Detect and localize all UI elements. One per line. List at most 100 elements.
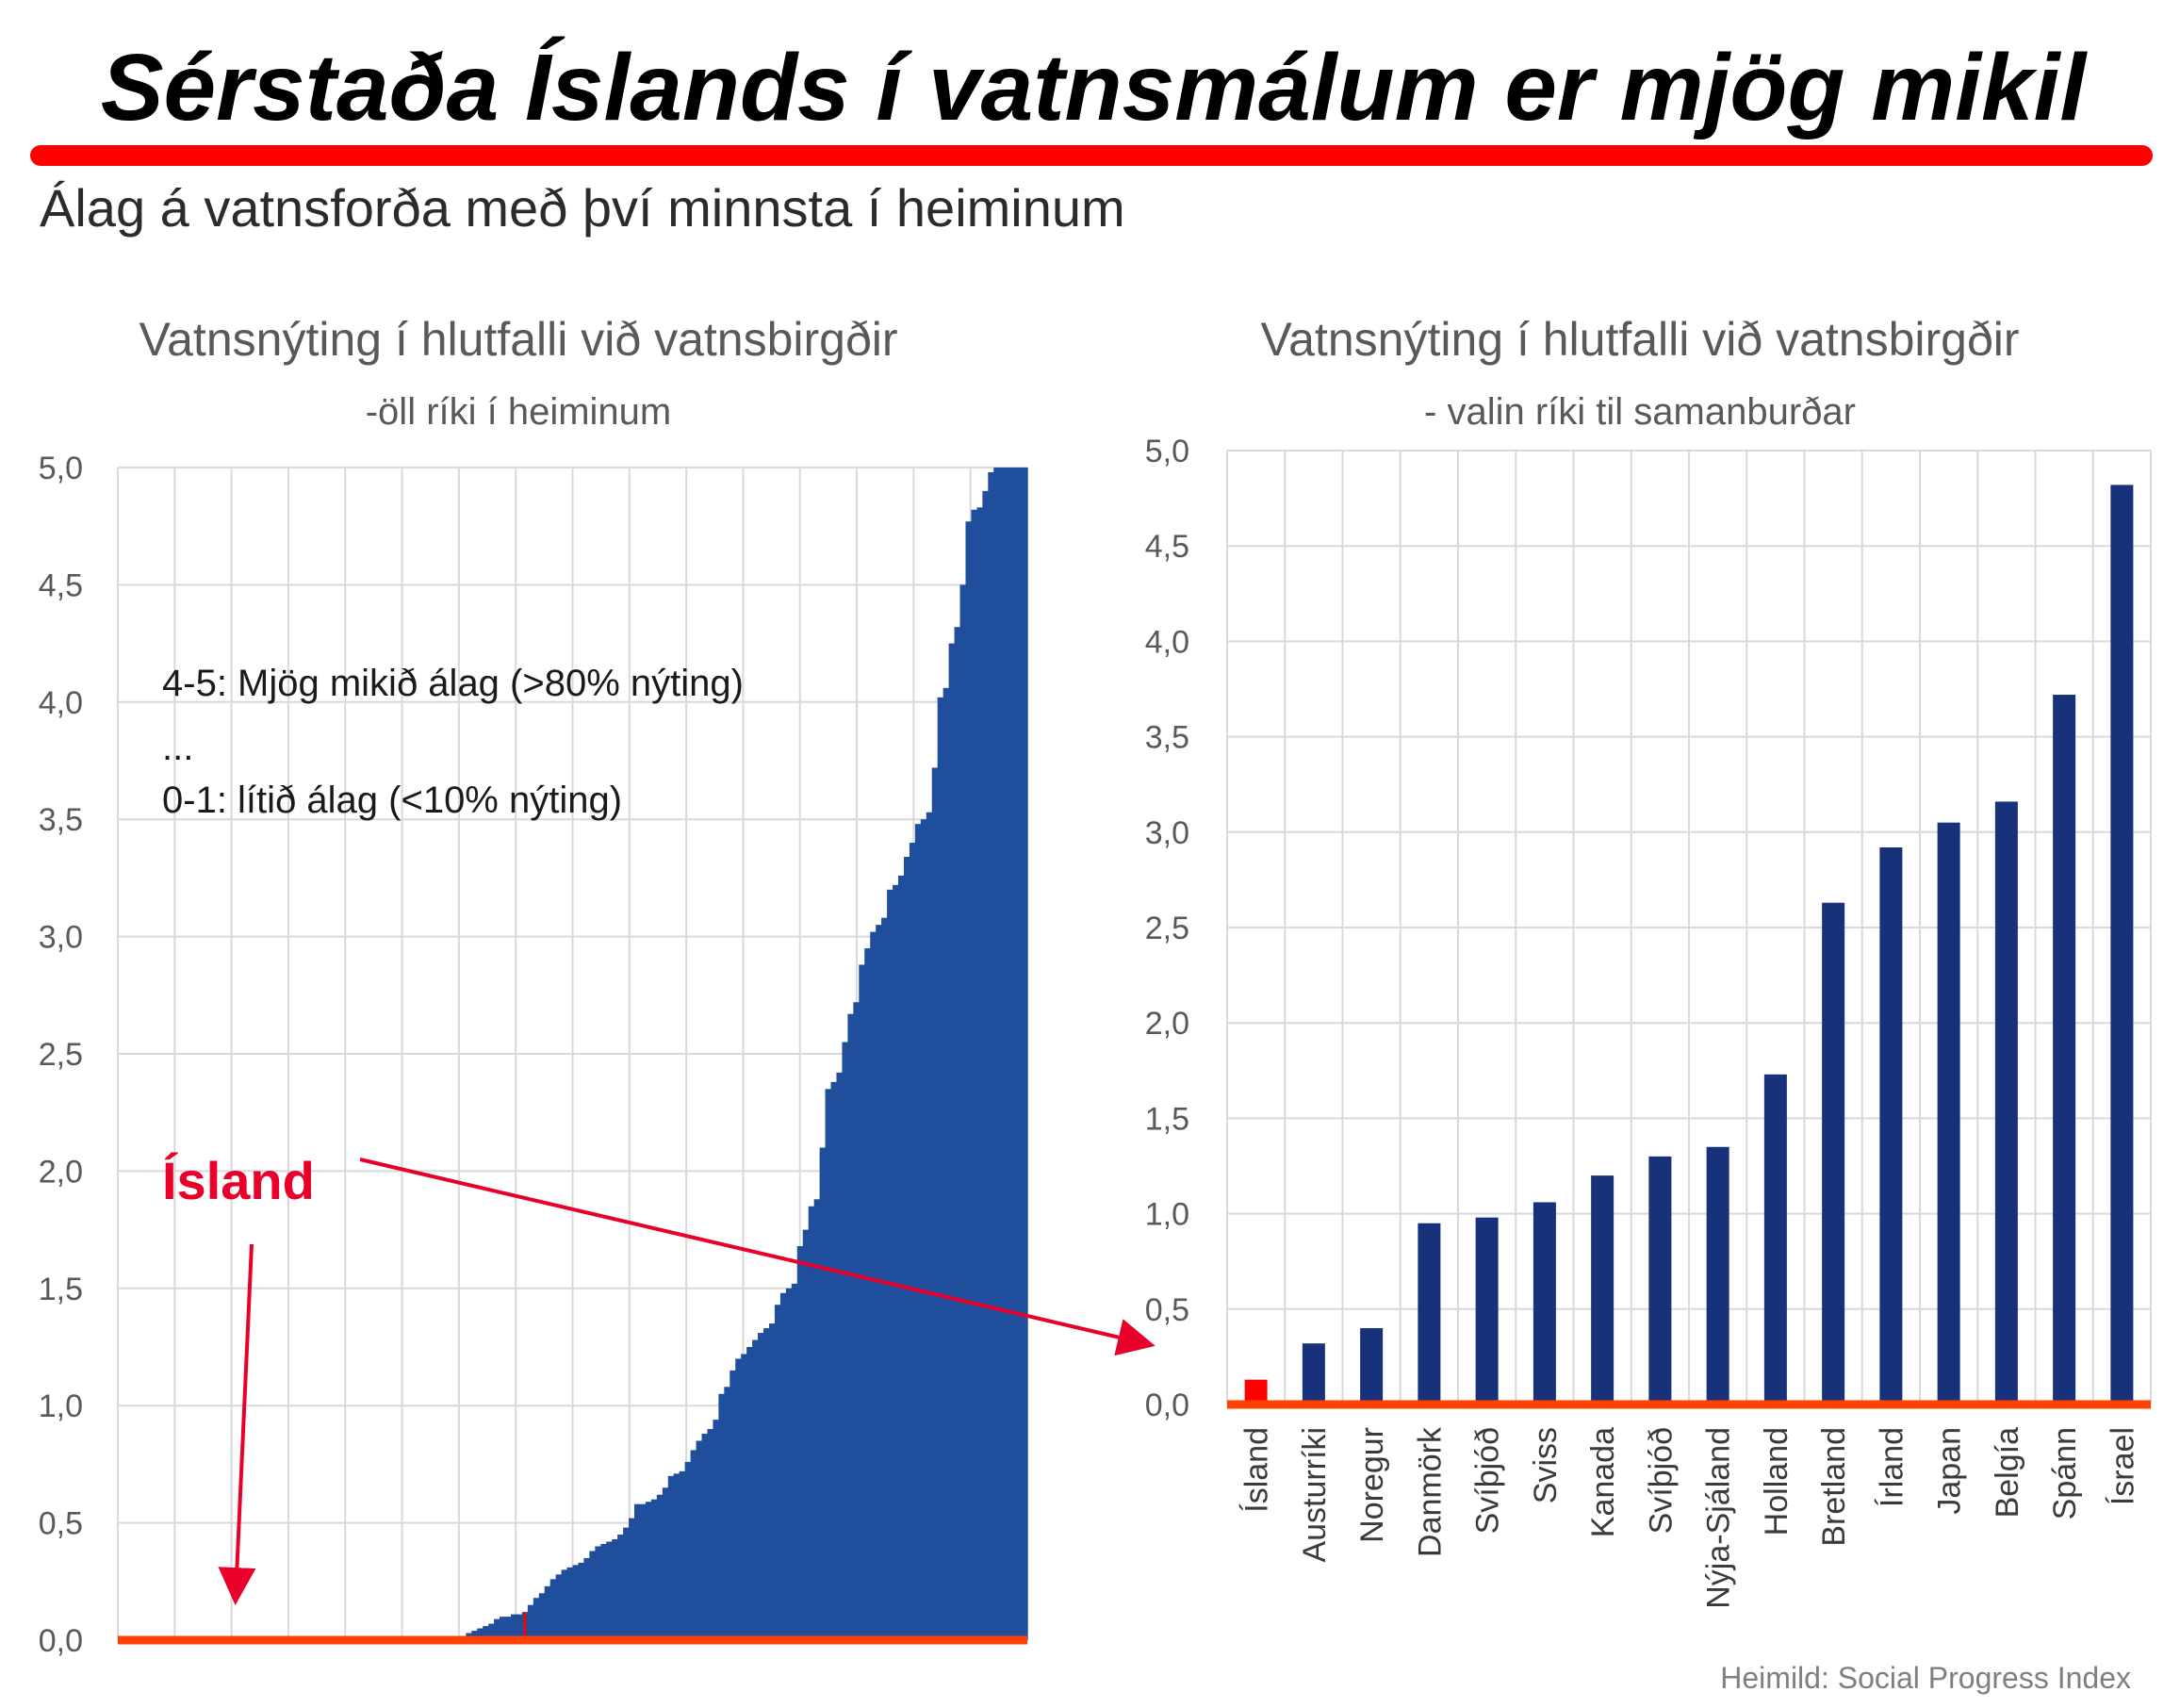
left-bar	[758, 1333, 764, 1640]
left-bar	[483, 1626, 489, 1640]
annotation-overlay: Ísland	[162, 1151, 1156, 1605]
left-bar	[684, 1461, 692, 1640]
left-bar	[578, 1562, 585, 1640]
left-bar	[808, 1206, 815, 1640]
left-bar	[948, 643, 956, 1640]
bar	[1591, 1175, 1615, 1404]
right-chart-title: Vatnsnýting í hlutfalli við vatnsbirgðir	[1260, 313, 2020, 366]
left-bar	[713, 1420, 719, 1640]
left-bar	[561, 1569, 568, 1640]
x-tick-label: Svíþjóð	[1643, 1427, 1679, 1534]
left-bar	[853, 1002, 860, 1640]
left-bar	[729, 1370, 736, 1640]
left-bar	[667, 1475, 675, 1640]
left-bar	[606, 1541, 613, 1640]
x-tick-label: Danmörk	[1412, 1426, 1448, 1557]
left-bar	[1005, 468, 1011, 1640]
x-tick-label: Austurríki	[1297, 1427, 1333, 1563]
bar	[1994, 801, 2018, 1404]
left-bar	[690, 1450, 697, 1640]
left-bar	[914, 824, 922, 1640]
left-bar	[959, 584, 967, 1640]
left-bar	[639, 1503, 647, 1640]
x-tick-label: Nýja-Sjáland	[1701, 1427, 1737, 1609]
left-bar	[993, 468, 1000, 1640]
left-bar	[819, 1147, 827, 1640]
left-bar	[595, 1546, 601, 1640]
left-y-tick: 3,5	[39, 802, 83, 838]
left-bar	[971, 509, 977, 1640]
left-bar	[623, 1527, 630, 1640]
left-highlight-bar	[523, 1612, 527, 1640]
right-y-tick: 5,0	[1145, 434, 1189, 469]
right-y-tick: 1,5	[1145, 1101, 1189, 1137]
main-title: Sérstaða Íslands í vatnsmálum er mjög mi…	[100, 35, 2087, 140]
bar	[1822, 902, 1845, 1404]
left-bar	[477, 1628, 484, 1640]
left-bar	[701, 1434, 709, 1640]
x-tick-label: Ísland	[1239, 1427, 1275, 1513]
x-tick-label: Spánn	[2047, 1427, 2083, 1519]
right-y-tick: 1,0	[1145, 1197, 1189, 1233]
left-chart-title: Vatnsnýting í hlutfalli við vatnsbirgðir	[139, 313, 898, 366]
left-bar	[976, 507, 983, 1640]
left-bar	[842, 1042, 848, 1640]
left-bar	[774, 1305, 781, 1640]
legend-annotation: 4-5: Mjög mikið álag (>80% nýting)	[162, 663, 744, 704]
left-bar	[589, 1551, 596, 1640]
left-y-tick: 1,0	[39, 1388, 83, 1424]
left-bar	[662, 1487, 669, 1640]
left-bar	[645, 1502, 652, 1640]
island-arrow-right	[359, 1158, 1156, 1356]
left-bar	[887, 889, 893, 1640]
x-tick-label: Japan	[1932, 1427, 1968, 1515]
left-bar	[864, 948, 871, 1640]
left-bar	[505, 1617, 512, 1640]
left-bar	[544, 1585, 551, 1640]
left-bar	[583, 1557, 590, 1640]
left-bar	[488, 1623, 495, 1640]
left-bar	[650, 1499, 658, 1640]
right-y-tick: 3,5	[1145, 720, 1189, 756]
left-bar	[1016, 468, 1023, 1640]
left-bar	[533, 1598, 540, 1640]
left-y-tick: 4,0	[39, 685, 83, 721]
left-bar	[741, 1354, 747, 1640]
left-bar	[791, 1283, 798, 1640]
right-y-tick: 2,0	[1145, 1006, 1189, 1042]
left-bar	[494, 1618, 500, 1640]
x-tick-label: Bretland	[1816, 1427, 1852, 1547]
right-y-tick: 0,0	[1145, 1388, 1189, 1423]
source-note: Heimild: Social Progress Index	[1720, 1661, 2131, 1695]
bar	[2053, 695, 2076, 1404]
left-bar	[926, 812, 933, 1640]
left-bar	[600, 1543, 607, 1640]
left-bar	[696, 1440, 703, 1640]
left-bar	[510, 1614, 517, 1640]
island-label: Ísland	[162, 1151, 315, 1210]
left-bar	[612, 1539, 618, 1640]
left-bar	[549, 1579, 557, 1640]
right-chart: 0,0 0,5 1,0 1,5 2,0 2,5 3,0 3,5 4,0 4,5 5,0 Ísland A…	[1145, 434, 2152, 1609]
left-bar	[746, 1347, 753, 1640]
x-tick-label: Írland	[1874, 1427, 1910, 1507]
left-bar	[903, 857, 910, 1640]
bar	[1763, 1074, 1787, 1404]
left-bar	[471, 1631, 478, 1640]
left-bar	[673, 1473, 680, 1640]
left-bar	[909, 843, 916, 1640]
left-bar	[859, 964, 865, 1640]
x-tick-label: Svíþjóð	[1470, 1427, 1506, 1534]
left-y-tick: 4,5	[39, 567, 83, 603]
left-bar	[830, 1081, 838, 1640]
island-arrow-down	[218, 1243, 256, 1605]
right-y-tick: 0,5	[1145, 1292, 1189, 1328]
bar	[1937, 822, 1960, 1404]
left-bar	[707, 1429, 714, 1640]
left-bar	[937, 697, 944, 1640]
x-tick-label: Noregur	[1354, 1427, 1390, 1543]
left-bar	[516, 1614, 523, 1640]
bar	[1302, 1343, 1325, 1404]
right-y-tick: 3,0	[1145, 815, 1189, 851]
